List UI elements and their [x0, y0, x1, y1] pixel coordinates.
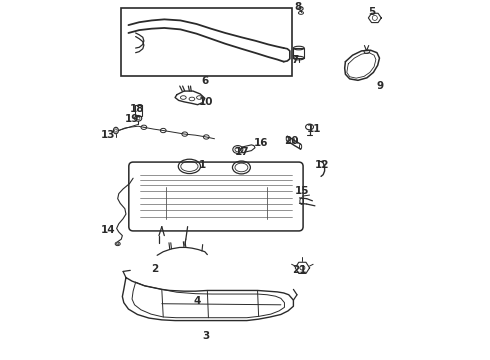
Text: 1: 1: [199, 160, 206, 170]
Text: 3: 3: [202, 331, 209, 341]
Text: 13: 13: [101, 130, 115, 140]
Bar: [135, 105, 142, 116]
Text: 6: 6: [201, 76, 208, 86]
Text: 16: 16: [254, 139, 269, 148]
Text: 14: 14: [101, 225, 115, 235]
Text: 10: 10: [199, 97, 214, 107]
Text: 21: 21: [292, 265, 307, 275]
Text: 18: 18: [129, 104, 144, 114]
Text: 2: 2: [151, 264, 158, 274]
Text: 9: 9: [377, 81, 384, 91]
Text: 12: 12: [315, 160, 329, 170]
Bar: [122, 8, 292, 76]
Bar: [294, 48, 304, 58]
Text: 15: 15: [294, 186, 309, 196]
Text: 5: 5: [368, 7, 376, 17]
Text: 7: 7: [292, 55, 299, 65]
Text: 4: 4: [194, 296, 201, 306]
Text: 11: 11: [307, 124, 321, 134]
Text: 20: 20: [284, 136, 298, 146]
Text: 8: 8: [294, 2, 302, 12]
Text: 17: 17: [235, 147, 249, 157]
Text: 19: 19: [125, 114, 139, 124]
